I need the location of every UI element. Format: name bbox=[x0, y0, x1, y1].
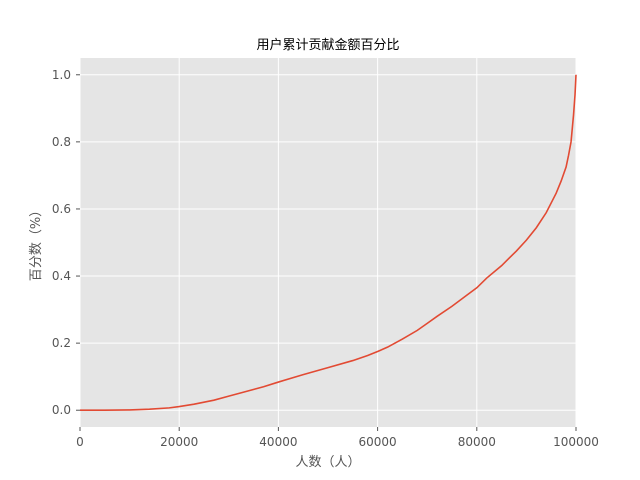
x-tick-label: 60000 bbox=[359, 435, 397, 449]
x-tick-label: 100000 bbox=[553, 435, 599, 449]
series-line bbox=[80, 74, 577, 412]
y-tick-label: 0.6 bbox=[52, 202, 71, 216]
y-tick-label: 1.0 bbox=[52, 68, 71, 82]
axes: 0 20000 40000 60000 80000 100000 0.0 0.2 0.4 0.6 0… bbox=[52, 68, 599, 449]
x-tick-label: 80000 bbox=[458, 435, 496, 449]
y-tick-label: 0.8 bbox=[52, 135, 71, 149]
x-tick-label: 0 bbox=[76, 435, 84, 449]
x-tick-label: 20000 bbox=[160, 435, 198, 449]
y-tick-label: 0.4 bbox=[52, 269, 71, 283]
x-axis-label: 人数（人） bbox=[295, 455, 360, 470]
plot-area bbox=[80, 58, 576, 427]
y-tick-label: 0.0 bbox=[52, 403, 71, 417]
x-tick-label: 40000 bbox=[259, 435, 297, 449]
grid bbox=[79, 58, 577, 427]
y-axis-label: 百分数（%） bbox=[29, 204, 44, 281]
chart-title: 用户累计贡献金额百分比 bbox=[256, 37, 399, 53]
y-tick-label: 0.2 bbox=[52, 336, 71, 350]
